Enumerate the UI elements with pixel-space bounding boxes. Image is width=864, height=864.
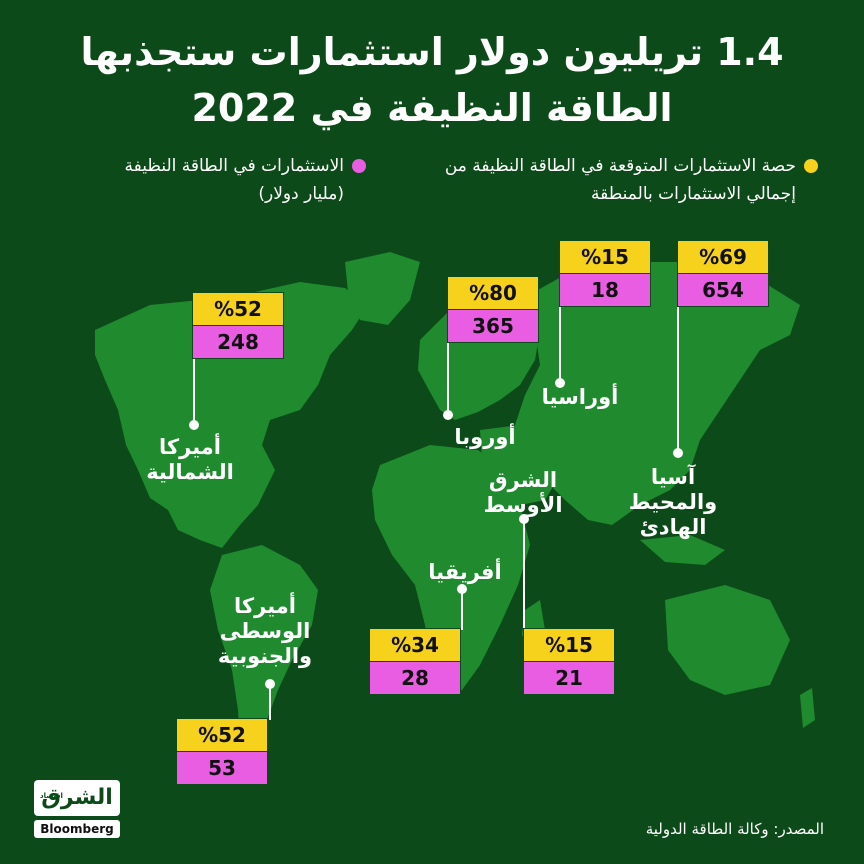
leader-middle-east <box>523 520 525 630</box>
pin-latin-america <box>265 679 275 689</box>
source-note: المصدر: وكالة الطاقة الدولية <box>645 820 824 838</box>
pin-north-america <box>189 420 199 430</box>
box-asia-pacific: %69 654 <box>677 240 769 307</box>
legend-investment: الاستثمارات في الطاقة النظيفة (مليار دول… <box>124 152 366 208</box>
landmass-new-zealand <box>800 688 815 728</box>
landmass-southeast-asia <box>640 535 725 565</box>
legend-share-swatch <box>804 159 818 173</box>
leader-eurasia <box>559 302 561 382</box>
legend-share-label: حصة الاستثمارات المتوقعة في الطاقة النظي… <box>444 156 796 204</box>
legend-share: حصة الاستثمارات المتوقعة في الطاقة النظي… <box>396 152 818 208</box>
landmass-north-america <box>95 282 368 548</box>
landmass-asia <box>515 262 800 525</box>
pin-asia-pacific <box>673 448 683 458</box>
label-eurasia: أوراسيا <box>541 385 619 409</box>
chart-title: 1.4 تريليون دولار استثمارات ستجذبها الطا… <box>80 30 784 130</box>
pin-europe <box>443 410 453 420</box>
share-europe: %80 <box>447 276 539 310</box>
logo-sub: اقتصاد <box>40 792 63 800</box>
label-middle-east: الشرق الأوسط <box>483 468 563 517</box>
legend-investment-swatch <box>352 159 366 173</box>
leader-latin-america <box>269 685 271 720</box>
share-asia-pacific: %69 <box>677 240 769 274</box>
box-latin-america: %52 53 <box>176 718 268 785</box>
label-europe: أوروبا <box>454 425 516 449</box>
pin-africa <box>457 584 467 594</box>
box-africa: %34 28 <box>369 628 461 695</box>
share-middle-east: %15 <box>523 628 615 662</box>
brand-logo: الشرق اقتصاد Bloomberg <box>34 780 120 842</box>
box-europe: %80 365 <box>447 276 539 343</box>
investment-north-america: 248 <box>192 326 284 359</box>
leader-africa <box>461 590 463 630</box>
leader-north-america <box>193 355 195 425</box>
label-asia-pacific: آسيا والمحيط الهادئ <box>628 465 718 539</box>
label-africa: أفريقيا <box>428 560 502 584</box>
label-north-america: أميركا الشمالية <box>146 435 234 484</box>
investment-eurasia: 18 <box>559 274 651 307</box>
pin-eurasia <box>555 378 565 388</box>
investment-asia-pacific: 654 <box>677 274 769 307</box>
share-africa: %34 <box>369 628 461 662</box>
logo-main: الشرق اقتصاد <box>34 780 120 816</box>
landmass-australia <box>665 585 790 695</box>
box-middle-east: %15 21 <box>523 628 615 695</box>
landmass-greenland <box>345 252 420 325</box>
share-north-america: %52 <box>192 292 284 326</box>
label-latin-america: أميركا الوسطى والجنوبية <box>217 594 313 668</box>
legend-investment-label: الاستثمارات في الطاقة النظيفة (مليار دول… <box>124 156 344 204</box>
share-latin-america: %52 <box>176 718 268 752</box>
investment-europe: 365 <box>447 310 539 343</box>
share-eurasia: %15 <box>559 240 651 274</box>
box-eurasia: %15 18 <box>559 240 651 307</box>
leader-europe <box>447 338 449 413</box>
logo-brand: Bloomberg <box>34 820 120 838</box>
investment-latin-america: 53 <box>176 752 268 785</box>
pin-middle-east <box>519 514 529 524</box>
leader-asia-pacific <box>677 302 679 452</box>
landmass-south-america <box>210 545 318 755</box>
box-north-america: %52 248 <box>192 292 284 359</box>
investment-middle-east: 21 <box>523 662 615 695</box>
landmass-africa <box>372 445 530 692</box>
investment-africa: 28 <box>369 662 461 695</box>
